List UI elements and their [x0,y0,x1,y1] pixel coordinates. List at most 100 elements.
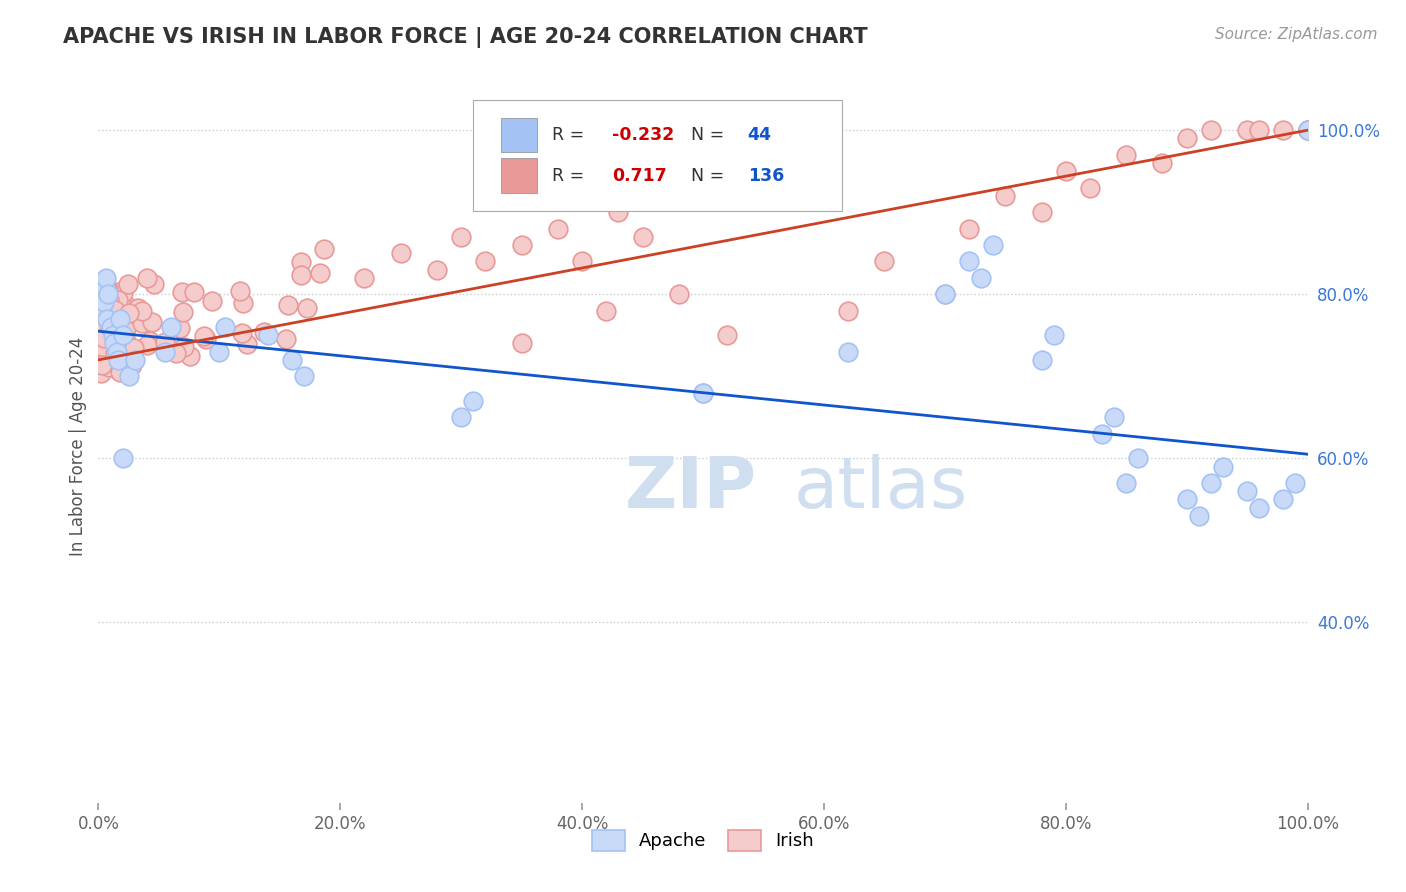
Point [692,385,714,400]
Point [91,303,114,318]
Point [94,287,117,301]
Point [1152,156,1174,170]
Point [934,287,956,301]
Point [201,294,224,309]
Point [290,255,312,269]
Point [153,334,176,349]
Point [107,315,129,329]
Point [108,365,131,379]
Point [172,305,194,319]
Point [160,320,183,334]
Point [104,349,127,363]
Point [183,285,205,300]
Point [510,238,533,252]
Point [103,336,125,351]
Point [1296,123,1319,137]
Point [114,326,136,340]
Point [91,279,114,293]
Point [118,369,141,384]
Point [107,352,129,367]
Point [93,353,115,368]
Point [107,363,129,377]
Point [1078,180,1101,194]
Point [353,270,375,285]
Point [98,293,121,308]
Point [716,328,738,343]
Legend: Apache, Irish: Apache, Irish [585,822,821,858]
Point [139,334,162,349]
Point [97,284,120,298]
Point [97,282,120,296]
Point [193,328,215,343]
Point [957,254,980,268]
Point [1115,148,1137,162]
Point [277,298,299,312]
Point [1236,123,1258,137]
Point [692,385,714,400]
Point [117,277,139,291]
Point [105,285,128,300]
Point [97,360,120,375]
Point [1115,475,1137,490]
Point [108,311,131,326]
Point [281,352,304,367]
Point [837,303,859,318]
Point [1296,123,1319,137]
Point [208,344,231,359]
Point [631,230,654,244]
Point [100,293,122,308]
Point [1188,508,1211,523]
Text: Source: ZipAtlas.com: Source: ZipAtlas.com [1215,27,1378,42]
Point [104,302,127,317]
Point [1296,123,1319,137]
Point [93,330,115,344]
Point [1296,123,1319,137]
Point [94,280,117,294]
Point [124,307,146,321]
Point [668,287,690,301]
Point [595,303,617,318]
Point [994,189,1017,203]
Point [1199,475,1222,490]
Point [143,277,166,291]
Point [131,316,153,330]
Point [970,270,993,285]
Text: N =: N = [690,126,730,144]
Text: ZIP: ZIP [624,454,756,524]
Point [1249,500,1271,515]
Point [1175,131,1198,145]
Point [101,328,124,343]
Point [111,328,134,343]
Point [91,340,114,354]
Point [101,320,124,334]
Text: 44: 44 [748,126,772,144]
Point [274,332,297,346]
Point [1296,123,1319,137]
Point [1212,459,1234,474]
Point [94,345,117,359]
Point [114,337,136,351]
Point [607,205,630,219]
Text: 136: 136 [748,167,785,185]
Point [94,298,117,312]
Point [111,286,134,301]
Point [131,304,153,318]
Point [1042,328,1064,343]
Point [450,410,472,425]
Point [115,318,138,333]
Point [194,332,217,346]
Point [179,349,201,363]
Text: APACHE VS IRISH IN LABOR FORCE | AGE 20-24 CORRELATION CHART: APACHE VS IRISH IN LABOR FORCE | AGE 20-… [63,27,868,48]
Point [111,342,134,356]
Point [135,338,157,352]
Point [229,284,252,298]
Bar [501,159,537,193]
Point [1284,475,1306,490]
Point [1249,123,1271,137]
Point [1175,492,1198,507]
Point [97,287,120,301]
Point [91,319,114,334]
Point [124,352,146,367]
Point [96,322,118,336]
Point [1091,426,1114,441]
